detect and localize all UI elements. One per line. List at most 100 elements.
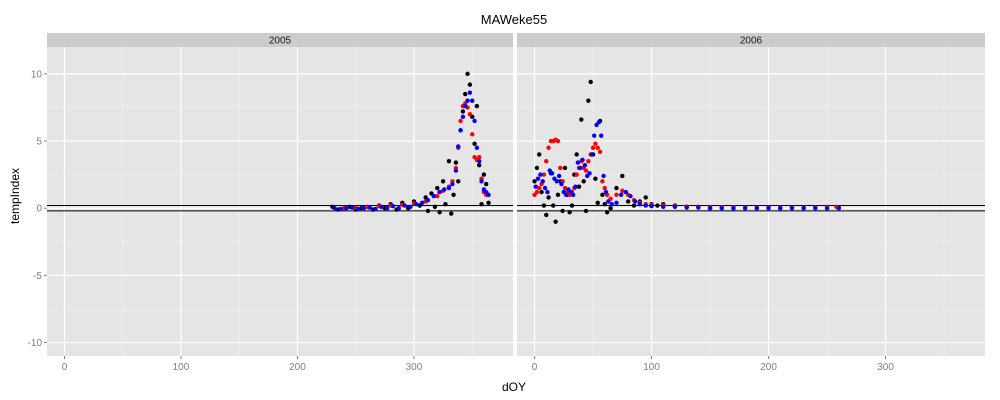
data-point [481,172,487,177]
data-point [460,109,466,114]
data-point [555,138,561,144]
data-point [574,172,579,177]
data-point [672,204,678,210]
data-point [437,210,442,215]
data-point [486,200,491,206]
data-point [593,176,598,181]
data-point [539,189,544,195]
x-tick-label: 0 [62,362,68,373]
data-point [532,179,537,184]
facet-panel: 2005 0 100 200 300 [47,33,513,373]
data-point [684,205,689,210]
facet-panel: 2006 0 100 200 300 [517,33,985,373]
data-point [355,206,361,212]
data-point [460,114,466,120]
data-point [451,192,456,197]
panel-background [517,47,985,356]
data-point [474,103,480,109]
data-point [620,173,625,179]
data-point [467,82,473,87]
data-point [600,192,605,197]
data-point [649,204,654,209]
data-point [574,152,579,157]
data-point [338,206,343,212]
x-tick-label: 100 [173,362,190,373]
data-point [588,79,593,85]
data-point [446,185,452,191]
data-point [618,192,624,197]
data-point [593,141,598,146]
data-point [766,206,771,211]
data-point [570,192,576,197]
data-point [595,145,600,150]
data-point [731,206,736,211]
data-point [402,203,407,208]
data-point [562,185,568,191]
data-point [538,172,543,177]
data-point [546,195,551,200]
data-point [534,189,540,195]
data-point [431,193,436,199]
data-point [625,199,631,204]
data-point [603,189,609,195]
facet-strip-label: 2006 [740,36,763,47]
data-point [620,188,625,193]
data-point [535,176,541,181]
data-point [456,144,461,149]
data-point [577,165,583,171]
y-tick-label: -5 [33,271,42,282]
data-point [559,181,564,187]
x-axis-title: dOY [502,380,526,394]
y-tick-label: 5 [36,137,42,148]
data-point [707,206,713,211]
data-point [608,206,613,211]
x-tick-label: 300 [406,362,423,373]
data-point [602,185,607,191]
data-point [458,118,463,124]
x-tick-label: 200 [289,362,306,373]
data-point [592,133,597,138]
data-point [555,192,561,197]
data-point [440,179,446,184]
data-point [545,189,550,195]
data-point [581,179,586,184]
data-point [602,201,607,207]
data-point [614,192,619,197]
data-point [569,203,575,208]
data-point [467,111,473,117]
facet-strip [47,33,513,47]
data-point [836,206,841,211]
y-tick-label: 10 [31,69,43,80]
y-tick-label: -10 [28,338,43,349]
data-point [544,212,549,218]
x-tick-label: 300 [877,362,894,373]
data-point [479,201,484,207]
x-tick-label: 200 [760,362,777,373]
data-point [623,189,629,195]
data-point [628,193,633,199]
data-point [600,179,605,184]
data-point [477,159,482,164]
data-point [479,179,484,184]
data-point [437,189,442,195]
data-point [586,98,591,103]
data-point [384,206,390,211]
chart-title: MAWeke55 [481,12,547,27]
data-point [463,103,468,109]
data-point [350,205,355,210]
data-point [470,132,475,137]
data-point [549,171,555,176]
data-point [655,203,660,208]
data-point [465,71,470,77]
data-point [661,204,666,210]
data-point [474,145,480,150]
data-point [637,201,643,207]
data-point [587,171,592,176]
data-point [379,204,384,210]
data-point [453,168,459,173]
data-point [435,185,440,191]
data-point [542,185,548,191]
data-point [573,184,578,189]
data-point [537,152,542,157]
data-point [824,206,830,211]
